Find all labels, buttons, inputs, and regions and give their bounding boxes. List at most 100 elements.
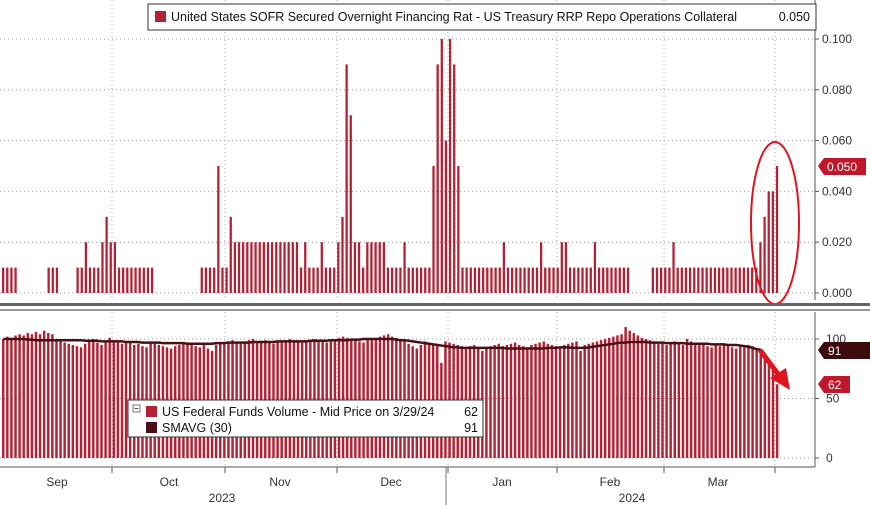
bottom-legend-swatch-volume [146,406,157,417]
top-bar [664,267,667,293]
top-bar [498,267,501,293]
top-bar [701,267,704,293]
top-bar [465,267,468,293]
bottom-bar [505,344,509,458]
x-axis: Sep Oct Nov Dec Jan Feb Mar 2023 2024 [0,466,815,505]
top-bar [47,267,50,293]
top-bar [531,267,534,293]
top-bar [150,267,154,293]
top-y-tick-label: 0.040 [822,184,852,198]
bottom-bar [550,344,554,458]
top-bar [14,267,17,293]
top-bar [382,242,385,293]
bottom-bar [677,343,681,458]
top-y-tick-label: 0.100 [822,32,852,46]
bottom-bar [370,339,373,458]
top-bar [738,267,741,293]
bottom-bar [739,346,742,458]
bottom-bar [382,335,386,458]
top-bar [544,267,547,293]
x-month-label-sep: Sep [46,475,68,489]
top-bar [113,242,117,293]
bottom-bar [100,344,103,458]
top-bar [6,267,9,293]
top-bar [97,267,100,293]
top-bar [130,267,133,293]
bottom-bar [517,344,521,458]
top-bar [746,267,750,293]
bottom-bar [636,335,640,458]
top-bar [457,166,460,293]
top-bar [395,267,398,293]
bottom-bar [665,344,668,458]
top-bar [250,242,253,293]
bottom-bar [374,337,378,458]
top-bar [366,242,369,293]
bottom-bar [247,340,251,458]
bottom-bar [337,337,341,458]
bottom-bar [493,344,496,458]
bottom-bar [653,341,656,458]
top-bar [742,267,746,293]
bottom-bar [702,343,705,458]
bottom-bar [288,339,292,458]
bottom-bar [624,327,627,458]
top-bar [242,242,245,293]
top-bar [519,267,522,293]
x-axis-ticks [111,467,776,473]
bottom-bar [55,339,58,458]
top-y-tick-label: 0.080 [822,83,852,97]
top-bar [602,267,605,293]
bottom-last-value-tag-smavg-text: 91 [828,344,842,358]
bottom-last-value-tag-volume-text: 62 [828,378,842,392]
top-bar [217,166,220,293]
top-bar [461,267,464,293]
bottom-bar [767,362,771,458]
top-bar [593,242,597,293]
bottom-bar [513,342,517,458]
top-bar [93,267,96,293]
x-month-label-dec: Dec [380,475,401,489]
bottom-bar [116,342,120,458]
bottom-bar [485,347,488,458]
top-bar [316,267,319,293]
bottom-bar [292,340,296,458]
bottom-bar [530,344,533,458]
top-bar [391,267,394,293]
bottom-bar [685,339,689,458]
x-month-label-oct: Oct [160,475,179,489]
bottom-bar [489,346,492,458]
top-bar [722,267,725,293]
smavg-line [3,337,761,351]
top-bar [734,267,737,293]
top-bar [581,267,584,293]
top-bar [204,267,208,293]
top-bar [730,267,733,293]
x-month-label-jan: Jan [492,475,511,489]
top-bar [775,166,779,293]
bottom-legend-value-smavg: 91 [464,421,478,435]
top-bar [229,216,232,293]
top-bar [597,267,601,293]
bottom-bar [378,336,382,458]
top-bar [55,267,59,293]
top-bar [705,267,708,293]
bottom-bar [595,341,599,458]
x-year-label-2023: 2023 [209,491,236,505]
top-bar [494,267,497,293]
top-bar [552,267,555,293]
top-bar [436,64,439,294]
bottom-bar [329,340,333,458]
top-bar [589,267,592,293]
top-bar [403,242,406,293]
bottom-bar [775,384,779,458]
top-bar [651,267,654,293]
bottom-bar [341,336,345,458]
top-bar [424,267,427,293]
top-bar [469,267,472,293]
top-bar [726,267,729,293]
bottom-bar [616,335,619,458]
top-bar [506,267,510,293]
